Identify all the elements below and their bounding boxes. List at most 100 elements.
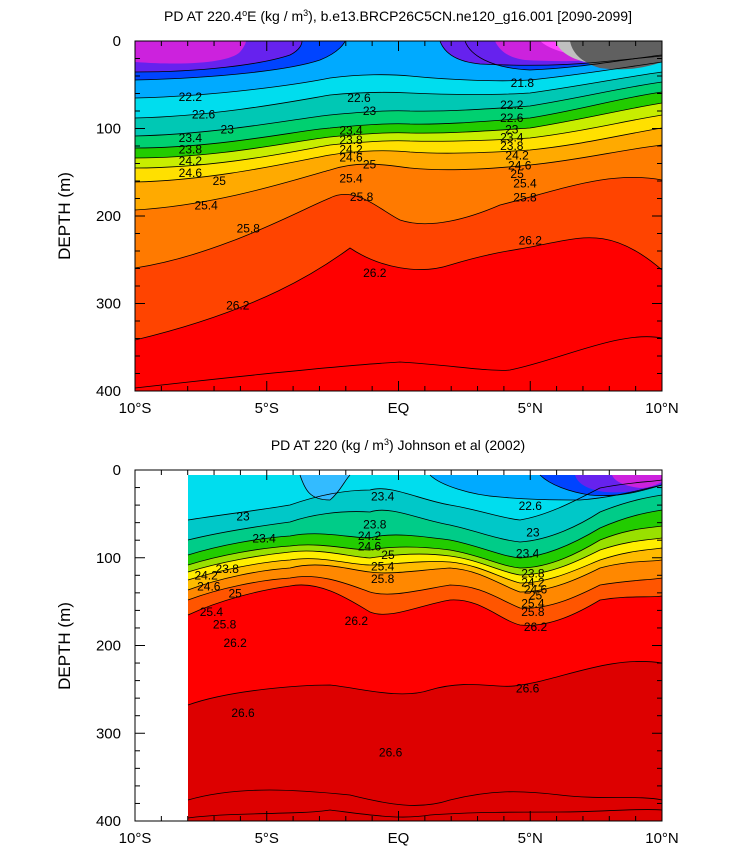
y-tick-label: 300 bbox=[96, 296, 121, 313]
contour-label: 25.8 bbox=[521, 605, 545, 619]
contour-label: 24.6 bbox=[358, 539, 382, 553]
contour-label: 23.4 bbox=[339, 123, 363, 137]
contour-lines bbox=[135, 41, 662, 389]
contour-label-group: 21.822.222.62323.423.824.224.62525.425.8… bbox=[179, 76, 543, 312]
contour-label: 24.6 bbox=[508, 158, 532, 172]
contour-label: 23.4 bbox=[500, 130, 524, 144]
contour-label: 23 bbox=[221, 122, 235, 136]
contour-label: 23.8 bbox=[363, 517, 387, 531]
contour-label: 25.4 bbox=[513, 177, 537, 191]
band-20-2 bbox=[570, 41, 662, 70]
band-21-east bbox=[612, 475, 662, 488]
y-tick-label: 400 bbox=[96, 813, 121, 830]
contour-label: 25.4 bbox=[371, 560, 395, 574]
observation-panel: PD AT 220 (kg / m3) Johnson et al (2002) bbox=[55, 437, 679, 847]
y-tick-label: 400 bbox=[96, 383, 121, 400]
contour-label: 23.4 bbox=[179, 131, 203, 145]
model-panel: PD AT 220.4oE (kg / m3), b.e13.BRCP26C5C… bbox=[55, 8, 679, 417]
y-tick-label: 300 bbox=[96, 725, 121, 742]
contour-label: 24.2 bbox=[179, 154, 203, 168]
band-22-2-patch bbox=[300, 475, 350, 500]
y-axis-label: DEPTH (m) bbox=[55, 172, 74, 260]
contour-label: 22.6 bbox=[347, 91, 371, 105]
contour-label: 25.4 bbox=[194, 199, 218, 213]
x-tick-label: 10°S bbox=[119, 830, 152, 847]
contour-label: 24.6 bbox=[197, 580, 221, 594]
x-tick-label: 5°S bbox=[255, 400, 279, 417]
contour-label: 22.2 bbox=[500, 98, 524, 112]
x-tick-label: EQ bbox=[388, 830, 410, 847]
contour-label: 21.8 bbox=[511, 76, 535, 90]
x-tick-label: 5°N bbox=[518, 830, 543, 847]
contour-label: 23 bbox=[363, 104, 377, 118]
contour-label: 24.6 bbox=[339, 150, 363, 164]
contour-label: 24.6 bbox=[524, 582, 548, 596]
density-field: 21.822.222.62323.423.824.224.62525.425.8… bbox=[135, 41, 662, 391]
contour-label: 26.2 bbox=[226, 298, 250, 312]
contour-label: 23 bbox=[526, 525, 540, 539]
contour-label: 25.8 bbox=[513, 191, 537, 205]
panel-title: PD AT 220 (kg / m3) Johnson et al (2002) bbox=[271, 437, 525, 453]
contour-label: 26.2 bbox=[524, 620, 548, 634]
contour-label: 24.2 bbox=[339, 143, 363, 157]
contour-label: 25.4 bbox=[200, 605, 224, 619]
contour-label: 26.6 bbox=[516, 681, 540, 695]
x-tick-label: 10°N bbox=[645, 400, 679, 417]
contour-label: 24.2 bbox=[194, 568, 218, 582]
contour-label: 25.8 bbox=[213, 617, 237, 631]
contour-label: 26.6 bbox=[379, 746, 403, 760]
band-26-6 bbox=[135, 237, 662, 391]
x-tick-label: 5°N bbox=[518, 400, 543, 417]
contour-label: 22.6 bbox=[500, 111, 524, 125]
contour-label: 22.2 bbox=[179, 90, 203, 104]
contour-label: 23 bbox=[505, 122, 519, 136]
x-axis: 10°S 5°S EQ 5°N 10°N bbox=[119, 41, 679, 417]
contour-label: 25.8 bbox=[350, 190, 374, 204]
contour-label: 23.8 bbox=[500, 139, 524, 153]
contour-label: 23.8 bbox=[339, 133, 363, 147]
contour-label: 22.6 bbox=[192, 108, 216, 122]
contour-label: 24.2 bbox=[505, 149, 529, 163]
contour-label: 22.6 bbox=[519, 499, 543, 513]
contour-label: 23 bbox=[236, 510, 250, 524]
contour-lines bbox=[187, 474, 662, 819]
contour-label: 25 bbox=[228, 587, 242, 601]
contour-label: 25.8 bbox=[237, 221, 261, 235]
contour-label: 23.4 bbox=[516, 546, 540, 560]
contour-label: 26.2 bbox=[223, 636, 247, 650]
contour-label: 25.8 bbox=[371, 572, 395, 586]
x-axis: 10°S 5°S EQ 5°N 10°N bbox=[119, 470, 679, 847]
contour-label: 24.2 bbox=[358, 529, 382, 543]
contour-label: 25 bbox=[363, 157, 377, 171]
contour-label: 25 bbox=[381, 548, 395, 562]
band-21-4-west bbox=[135, 41, 246, 64]
y-axis: 0 100 200 300 400 bbox=[96, 33, 662, 400]
contour-label: 23.8 bbox=[521, 567, 545, 581]
y-tick-label: 100 bbox=[96, 550, 121, 567]
contour-label: 24.6 bbox=[179, 166, 203, 180]
contour-label: 25.4 bbox=[521, 596, 545, 610]
y-tick-label: 0 bbox=[113, 33, 121, 50]
contour-label: 23.8 bbox=[179, 143, 203, 157]
contour-label: 26.6 bbox=[231, 706, 255, 720]
contour-label: 25.4 bbox=[339, 171, 363, 185]
x-tick-label: 10°S bbox=[119, 400, 152, 417]
contour-label: 26.2 bbox=[345, 614, 369, 628]
contour-label: 24.2 bbox=[521, 575, 545, 589]
contour-label: 23.4 bbox=[371, 489, 395, 503]
contour-label: 25 bbox=[529, 588, 543, 602]
y-tick-label: 0 bbox=[113, 462, 121, 479]
contour-label: 26.2 bbox=[519, 234, 543, 248]
y-tick-label: 200 bbox=[96, 208, 121, 225]
contour-label: 23.8 bbox=[216, 562, 240, 576]
y-axis-label: DEPTH (m) bbox=[55, 602, 74, 690]
panel-title: PD AT 220.4oE (kg / m3), b.e13.BRCP26C5C… bbox=[164, 8, 632, 24]
x-tick-label: 10°N bbox=[645, 830, 679, 847]
contour-label: 23.4 bbox=[252, 531, 276, 545]
x-tick-label: EQ bbox=[388, 400, 410, 417]
contour-label: 25 bbox=[213, 174, 227, 188]
y-tick-label: 100 bbox=[96, 121, 121, 138]
